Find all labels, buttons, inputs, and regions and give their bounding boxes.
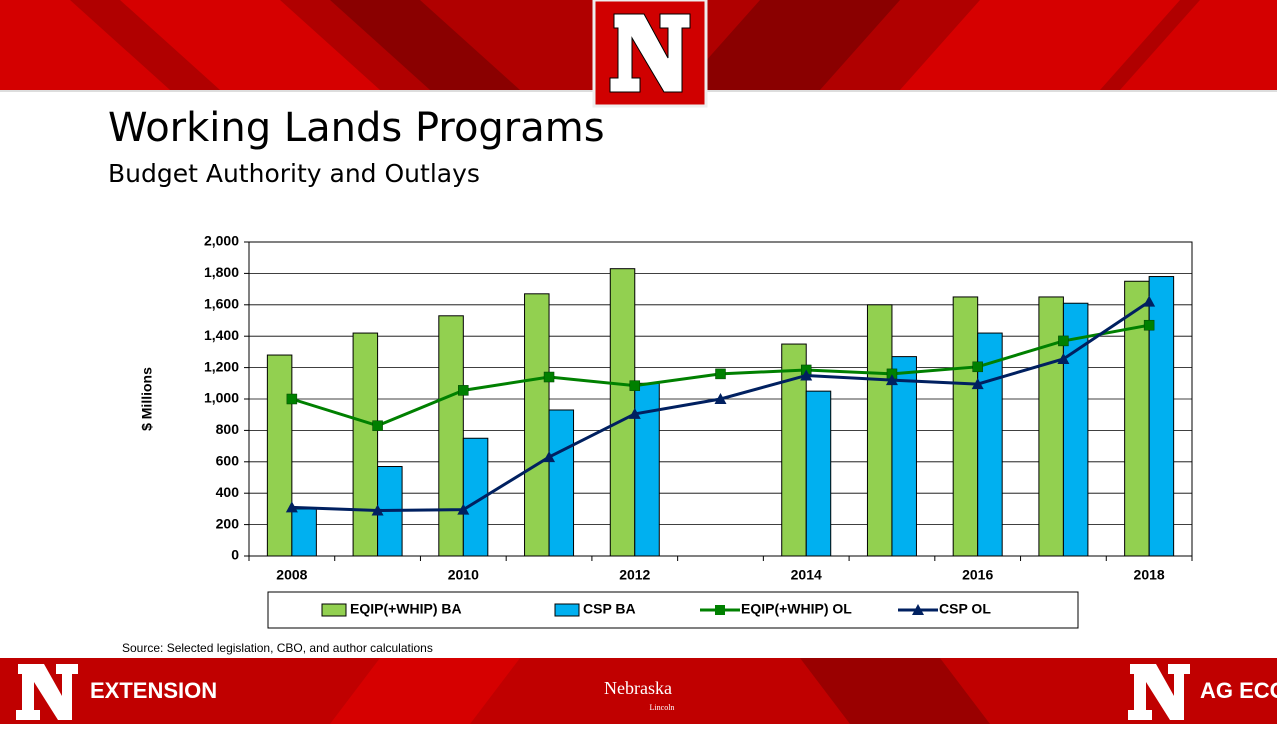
source-note: Source: Selected legislation, CBO, and a… [122, 641, 433, 655]
bar [524, 293, 550, 557]
bar [291, 508, 317, 557]
bar [438, 315, 464, 557]
bar [866, 304, 893, 557]
bar [609, 268, 636, 557]
bar [548, 409, 575, 557]
marker-triangle [1057, 352, 1070, 364]
bar [805, 390, 832, 557]
legend-swatch [554, 603, 580, 617]
marker-triangle [285, 501, 298, 513]
y-tick-label: 2,000 [204, 233, 239, 249]
marker-triangle [800, 369, 813, 381]
x-tick-label: 2016 [962, 567, 993, 583]
y-tick-label: 1,600 [204, 296, 239, 312]
y-tick-label: 0 [231, 547, 239, 563]
x-tick-label: 2018 [1134, 567, 1165, 583]
marker-triangle [628, 407, 641, 419]
x-tick-label: 2008 [276, 567, 307, 583]
footer-lincoln: Lincoln [650, 703, 675, 712]
marker-square [458, 385, 469, 396]
chart: 0 200 400 600 800 1,000 1,200 1,400 1,600 1,800 2,… [139, 233, 1193, 629]
y-tick-label: 400 [216, 484, 240, 500]
marker-triangle [543, 451, 556, 463]
marker-square [1058, 335, 1069, 347]
marker-square [372, 420, 383, 431]
marker-square [1143, 319, 1155, 331]
y-tick-label: 200 [216, 515, 240, 531]
n-logo [592, 0, 708, 108]
slide-subtitle: Budget Authority and Outlays [108, 159, 480, 188]
marker-square [972, 361, 983, 373]
bar [1148, 276, 1175, 557]
y-tick-label: 1,200 [204, 358, 239, 374]
legend-box [267, 591, 1079, 629]
footer-nebraska: Nebraska [604, 678, 672, 698]
legend-marker [715, 605, 725, 615]
footer-ag-econ: AG ECON [1200, 678, 1277, 703]
marker-square [543, 371, 555, 383]
marker-square [629, 380, 641, 391]
footer-extension: EXTENSION [90, 678, 217, 703]
bar [891, 356, 917, 557]
x-tick-label: 2014 [791, 567, 822, 583]
y-tick-label: 1,800 [204, 264, 239, 280]
legend-label: EQIP(+WHIP) OL [741, 601, 852, 617]
marker-triangle [1143, 295, 1156, 307]
marker-triangle [714, 393, 727, 404]
marker-square [286, 393, 298, 405]
y-tick-label: 800 [216, 421, 240, 437]
x-tick-label: 2012 [619, 567, 650, 583]
marker-triangle [457, 503, 470, 515]
marker-triangle [885, 374, 898, 386]
legend-label: CSP OL [939, 601, 991, 617]
bar [266, 354, 293, 557]
slide-title: Working Lands Programs [108, 105, 605, 151]
bottom-banner [0, 658, 1277, 724]
y-axis-label: $ Millions [139, 367, 155, 431]
y-tick-label: 600 [216, 453, 240, 469]
legend-label: CSP BA [583, 601, 636, 617]
legend-label: EQIP(+WHIP) BA [350, 601, 462, 617]
legend-swatch [321, 603, 347, 617]
marker-triangle [371, 504, 384, 516]
bar [1038, 296, 1064, 557]
marker-square [715, 368, 726, 380]
y-tick-label: 1,400 [204, 327, 239, 343]
bar [952, 296, 979, 557]
legend-marker [912, 604, 924, 615]
x-tick-label: 2010 [448, 567, 479, 583]
y-tick-label: 1,000 [204, 390, 239, 406]
bar [352, 332, 379, 557]
marker-triangle [971, 378, 984, 390]
